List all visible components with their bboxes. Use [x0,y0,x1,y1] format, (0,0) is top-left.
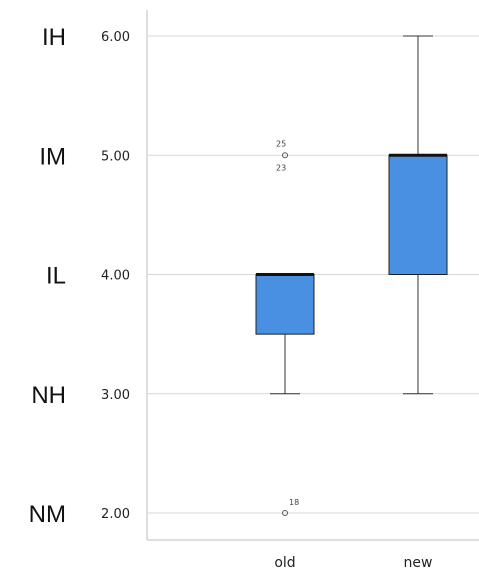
level-label: NH [31,382,66,409]
level-labels: IH IM IL NH NM [29,24,66,528]
outlier-marker [282,152,288,159]
y-tick-label: 2.00 [101,507,130,522]
iqr-box [255,274,315,335]
category-label: old [274,555,295,571]
box-new [388,35,448,395]
iqr-box [388,154,448,275]
y-tick-label: 5.00 [101,149,130,164]
category-labels: old new [274,555,432,571]
category-label: new [404,555,433,571]
boxes: 25 23 18 [255,35,448,516]
y-tick-label: 4.00 [101,269,130,284]
box-old: 25 23 18 [255,139,315,516]
y-tick-label: 6.00 [101,30,130,45]
outlier: 18 [282,498,299,516]
level-label: IM [39,143,66,170]
outlier-label: 18 [289,498,299,507]
outlier-label: 25 [276,139,286,148]
level-label: IL [46,263,66,290]
y-tick-labels: 6.00 5.00 4.00 3.00 2.00 [101,30,130,522]
outlier-marker [282,510,288,516]
level-label: IH [42,24,66,51]
y-tick-label: 3.00 [101,388,130,403]
outlier: 25 23 [276,139,288,172]
outlier-label: 23 [276,163,286,172]
level-label: NM [29,501,66,528]
